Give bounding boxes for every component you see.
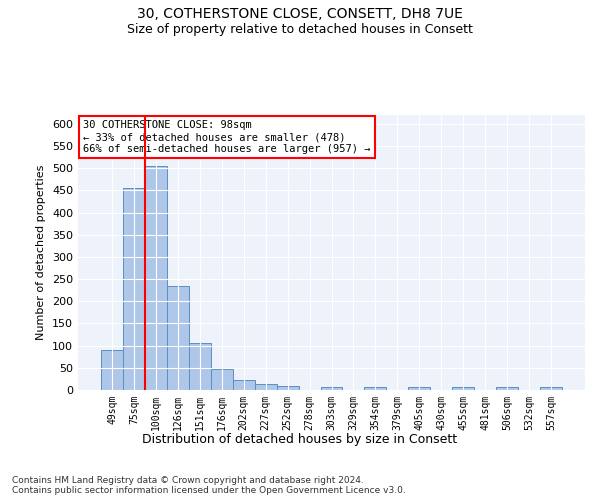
- Bar: [233, 380, 254, 390]
- Text: Size of property relative to detached houses in Consett: Size of property relative to detached ho…: [127, 22, 473, 36]
- Bar: [496, 388, 518, 390]
- Text: 30 COTHERSTONE CLOSE: 98sqm
← 33% of detached houses are smaller (478)
66% of se: 30 COTHERSTONE CLOSE: 98sqm ← 33% of det…: [83, 120, 371, 154]
- Bar: [145, 166, 167, 390]
- Bar: [254, 384, 277, 390]
- Bar: [364, 387, 386, 390]
- Text: Contains HM Land Registry data © Crown copyright and database right 2024.
Contai: Contains HM Land Registry data © Crown c…: [12, 476, 406, 495]
- Bar: [211, 369, 233, 390]
- Bar: [409, 388, 430, 390]
- Bar: [452, 388, 474, 390]
- Bar: [101, 350, 123, 390]
- Bar: [320, 388, 343, 390]
- Bar: [123, 188, 145, 390]
- Text: Distribution of detached houses by size in Consett: Distribution of detached houses by size …: [142, 432, 458, 446]
- Text: 30, COTHERSTONE CLOSE, CONSETT, DH8 7UE: 30, COTHERSTONE CLOSE, CONSETT, DH8 7UE: [137, 8, 463, 22]
- Bar: [540, 388, 562, 390]
- Y-axis label: Number of detached properties: Number of detached properties: [37, 165, 46, 340]
- Bar: [167, 286, 189, 390]
- Bar: [277, 386, 299, 390]
- Bar: [189, 344, 211, 390]
